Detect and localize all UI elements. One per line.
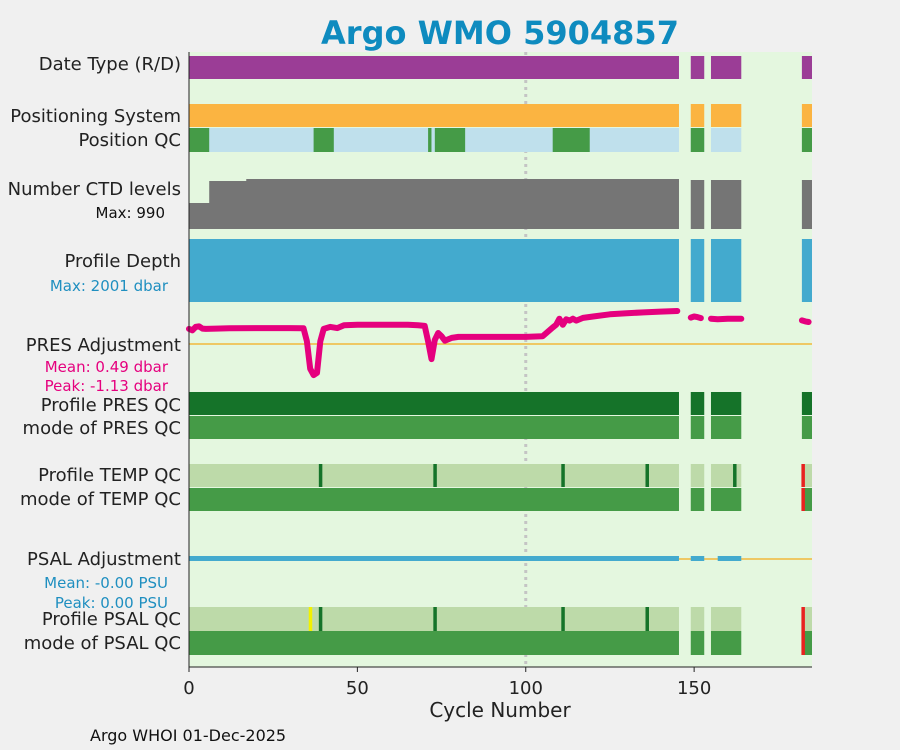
psal-adjustment-line [690, 556, 705, 561]
psal-adjustment-line [189, 556, 679, 561]
bar-segment [710, 56, 742, 79]
qc-flag-mark [733, 464, 737, 487]
pres-adjustment-line [708, 315, 745, 323]
row-label: Profile PRES QC [41, 395, 181, 416]
footer-text: Argo WHOI 01-Dec-2025 [90, 726, 286, 745]
bar-segment [710, 607, 742, 631]
profile-depth-bar [690, 239, 705, 302]
bar-segment [189, 392, 679, 415]
psal-peak-label: Peak: 0.00 PSU [55, 594, 168, 612]
qc-good-segment [552, 128, 590, 152]
bar-segment [801, 56, 812, 79]
ctd-levels-bar [690, 180, 705, 229]
bar-segment [690, 56, 705, 79]
qc-good-segment [434, 128, 466, 152]
qc-flag-mark [318, 607, 323, 631]
bar-segment [690, 607, 705, 631]
row-label: PSAL Adjustment [27, 549, 181, 570]
row-label: mode of PRES QC [23, 418, 181, 439]
qc-flag-mark [561, 607, 565, 631]
qc-flag-mark [801, 631, 805, 655]
qc-flag-mark [801, 464, 805, 487]
qc-good-segment [428, 128, 432, 152]
qc-flag-mark [318, 464, 323, 487]
pres-adjustment-line [798, 317, 812, 325]
plot-background [189, 52, 812, 667]
row-label: Profile Depth [64, 251, 181, 272]
row-label: Profile TEMP QC [38, 465, 181, 486]
x-tick-label: 0 [183, 678, 194, 699]
bar-segment [710, 464, 742, 487]
qc-flag-mark [801, 488, 805, 511]
bar-segment [710, 392, 742, 415]
plot-area: 0 50 100 150 Date Type (R/D) Positioning Syst… [8, 52, 812, 699]
ctd-levels-spikes [246, 179, 679, 182]
pres-peak-label: Peak: -1.13 dbar [45, 377, 169, 395]
ctd-max-label: Max: 990 [96, 204, 165, 222]
qc-flag-mark [433, 607, 437, 631]
row-label: Position QC [78, 130, 181, 151]
qc-flag-mark [801, 607, 805, 631]
bar-segment [710, 488, 742, 511]
row-label: Date Type (R/D) [39, 54, 181, 75]
qc-flag-mark [561, 464, 565, 487]
bar-segment [690, 488, 705, 511]
qc-good-segment [313, 128, 334, 152]
x-tick-label: 100 [509, 678, 543, 699]
ctd-levels-notch [189, 181, 210, 203]
bar-segment [189, 488, 679, 511]
bar-segment [690, 631, 705, 655]
x-axis-label: Cycle Number [429, 698, 571, 722]
psal-mean-label: Mean: -0.00 PSU [44, 574, 168, 592]
qc-flag-mark [645, 607, 649, 631]
bar-segment [189, 631, 679, 655]
bar-segment [801, 631, 812, 655]
qc-good-segment [690, 128, 705, 152]
bar-segment [690, 416, 705, 439]
bar-segment [801, 464, 812, 487]
ctd-levels-bar [710, 180, 742, 229]
pres-adjustment-line [687, 313, 704, 322]
row-label: Number CTD levels [8, 179, 181, 200]
bar-segment [801, 104, 812, 127]
row-label: Positioning System [10, 106, 181, 127]
row-label: mode of TEMP QC [20, 489, 181, 510]
pres-adjustment-line [186, 308, 681, 379]
qc-flag-mark [433, 464, 437, 487]
bar-segment [189, 128, 679, 152]
row-label: mode of PSAL QC [24, 633, 181, 654]
bar-segment [801, 416, 812, 439]
ctd-levels-bar [801, 180, 812, 229]
qc-flag-mark [308, 607, 313, 631]
bar-segment [189, 416, 679, 439]
bar-segment [690, 464, 705, 487]
bar-segment [690, 104, 705, 127]
bar-segment [710, 104, 742, 127]
qc-good-segment [801, 128, 812, 152]
x-tick-label: 150 [677, 678, 711, 699]
row-label: Profile PSAL QC [42, 609, 181, 630]
bar-segment [710, 631, 742, 655]
qc-flag-mark [645, 464, 649, 487]
row-label: PRES Adjustment [26, 335, 181, 356]
bar-segment [801, 607, 812, 631]
profile-depth-bar [801, 239, 812, 302]
bar-segment [189, 104, 679, 127]
qc-good-segment [189, 128, 210, 152]
pres-mean-label: Mean: 0.49 dbar [45, 358, 169, 376]
bar-segment [710, 416, 742, 439]
bar-segment [690, 392, 705, 415]
ctd-levels-bar [189, 181, 679, 229]
psal-adjustment-line [717, 556, 742, 561]
bar-segment [710, 128, 742, 152]
profile-depth-bar [710, 239, 742, 302]
chart-title: Argo WMO 5904857 [321, 14, 679, 52]
profile-depth-bar [189, 239, 679, 302]
depth-max-label: Max: 2001 dbar [50, 277, 169, 295]
bar-segment [189, 56, 679, 79]
bar-segment [801, 392, 812, 415]
bar-segment [801, 488, 812, 511]
x-tick-label: 50 [346, 678, 369, 699]
